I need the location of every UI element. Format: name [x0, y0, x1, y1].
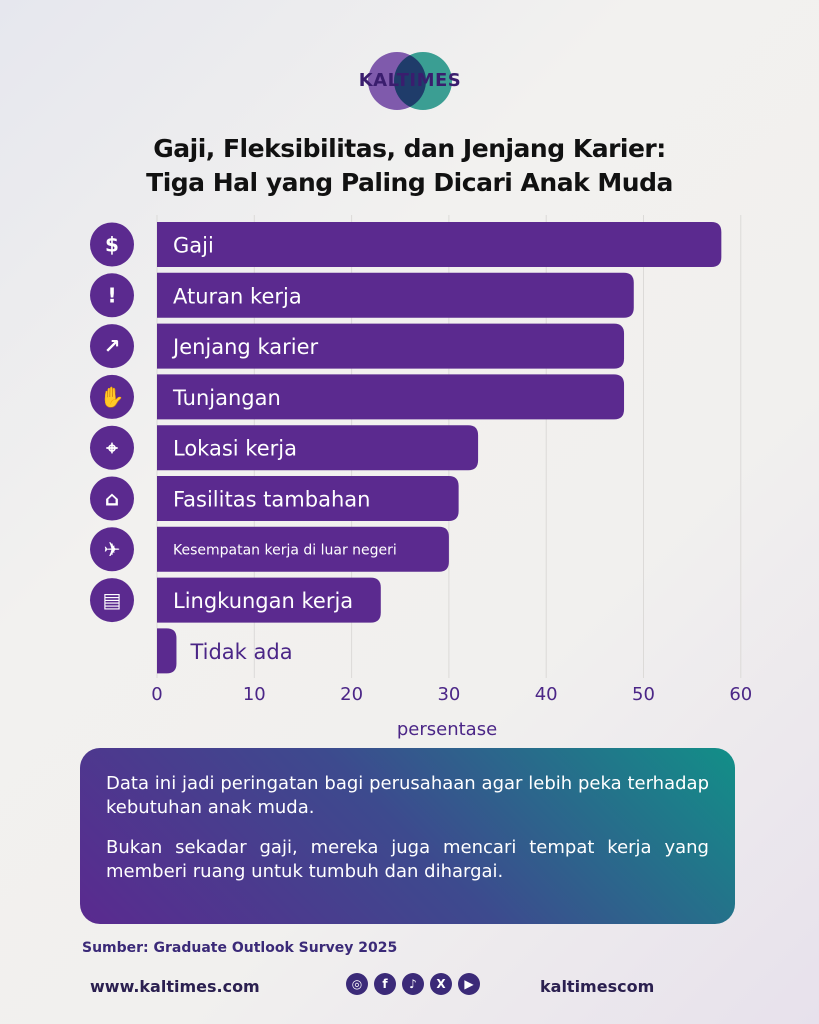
- x-tick-label-1: 10: [243, 684, 266, 705]
- facebook-icon[interactable]: f: [374, 973, 396, 995]
- bar-label-6: Kesempatan kerja di luar negeri: [173, 542, 397, 558]
- x-tick-label-6: 60: [729, 684, 752, 705]
- tiktok-icon[interactable]: ♪: [402, 973, 424, 995]
- bar-label-1: Aturan kerja: [173, 284, 302, 308]
- benefits-hand-icon: [90, 374, 134, 419]
- x-tick-label-4: 40: [535, 684, 558, 705]
- social-handle: kaltimescom: [540, 977, 655, 996]
- bar-chart: Gaji $ Aturan kerja! Jenjang karier ↗ Tunjang…: [90, 215, 752, 740]
- x-tick-label-5: 50: [632, 684, 655, 705]
- benefits-hand-icon-glyph: ✋: [100, 385, 125, 409]
- airplane-icon: [90, 527, 134, 572]
- bar-label-7: Lingkungan kerja: [173, 589, 353, 613]
- title-line-1: Gaji, Fleksibilitas, dan Jenjang Karier:: [153, 134, 666, 163]
- x-tick-label-0: 0: [151, 684, 162, 705]
- bar-7: [157, 577, 381, 623]
- bar-8: [157, 628, 177, 674]
- bar-5: [157, 476, 459, 521]
- location-pin-icon-glyph: ⌖: [105, 436, 118, 460]
- house-facility-icon: [90, 476, 134, 521]
- bar-label-4: Lokasi kerja: [173, 437, 297, 461]
- workspace-desk-icon: [90, 578, 134, 623]
- note-paragraph-2: Bukan sekadar gaji, mereka juga mencari …: [106, 837, 709, 882]
- social-icons: ◎ f ♪ X ▶: [346, 973, 480, 995]
- exclamation-icon-glyph: !: [107, 283, 116, 307]
- bar-6: [157, 526, 449, 572]
- note-paragraph-1: Data ini jadi peringatan bagi perusahaan…: [106, 773, 709, 818]
- bar-0: [157, 222, 722, 267]
- bar-1: [157, 272, 634, 318]
- bar-label-2: Jenjang karier: [171, 335, 318, 359]
- brand-logo: KALTIMES: [340, 50, 480, 112]
- airplane-icon-glyph: ✈: [104, 537, 121, 561]
- note-box: Data ini jadi peringatan bagi perusahaan…: [80, 748, 735, 924]
- workspace-desk-icon-glyph: ▤: [103, 588, 122, 612]
- bar-4: [157, 425, 479, 471]
- youtube-icon[interactable]: ▶: [458, 973, 480, 995]
- bar-label-8: Tidak ada: [189, 640, 292, 664]
- money-icon: [90, 222, 134, 267]
- website-link[interactable]: www.kaltimes.com: [90, 977, 260, 996]
- money-icon-glyph: $: [105, 233, 119, 257]
- growth-chart-icon: [90, 324, 134, 369]
- logo-circle-teal: [394, 52, 452, 110]
- growth-chart-icon-glyph: ↗: [104, 334, 121, 358]
- x-axis-title: persentase: [397, 719, 497, 740]
- instagram-icon[interactable]: ◎: [346, 973, 368, 995]
- house-facility-icon-glyph: ⌂: [105, 487, 119, 511]
- exclamation-icon: [90, 273, 134, 318]
- page-title: Gaji, Fleksibilitas, dan Jenjang Karier:…: [0, 132, 819, 200]
- title-line-2: Tiga Hal yang Paling Dicari Anak Muda: [146, 168, 673, 197]
- bar-3: [157, 374, 625, 420]
- brand-name: KALTIMES: [358, 70, 462, 91]
- x-icon[interactable]: X: [430, 973, 452, 995]
- x-tick-label-2: 20: [340, 684, 363, 705]
- bar-label-5: Fasilitas tambahan: [173, 488, 370, 512]
- x-tick-label-3: 30: [437, 684, 460, 705]
- location-pin-icon: [90, 425, 134, 470]
- source-text: Sumber: Graduate Outlook Survey 2025: [82, 940, 398, 956]
- bar-2: [157, 323, 625, 369]
- bar-label-0: Gaji: [173, 234, 214, 258]
- bar-label-3: Tunjangan: [172, 386, 281, 410]
